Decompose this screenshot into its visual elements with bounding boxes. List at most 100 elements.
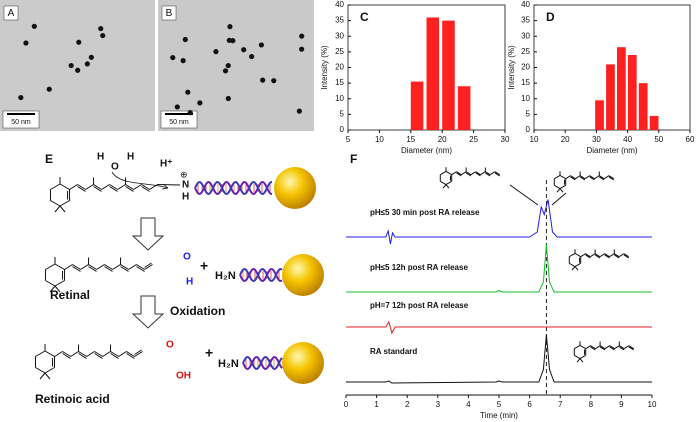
bond — [494, 172, 500, 177]
y-tick-label: 10 — [521, 94, 530, 103]
bond — [133, 184, 142, 190]
bond — [614, 345, 620, 350]
bond — [72, 264, 81, 270]
bond — [569, 252, 576, 258]
curved-arrow — [111, 171, 169, 189]
y-tick-label: 30 — [335, 31, 344, 40]
scale-box — [160, 110, 198, 129]
bond — [118, 351, 127, 357]
x-tick-label: 9 — [619, 400, 624, 409]
x-tick-label: 7 — [558, 400, 563, 409]
bond — [54, 351, 63, 357]
bond — [599, 345, 606, 350]
trace — [346, 320, 652, 335]
particle — [180, 58, 186, 64]
x-tick-label: 6 — [527, 400, 532, 409]
bond — [574, 252, 581, 258]
bond — [575, 175, 581, 180]
bond — [480, 171, 486, 176]
bond — [78, 351, 87, 357]
amine: H₂N — [218, 358, 239, 370]
bond — [461, 171, 467, 176]
bond — [110, 353, 119, 359]
bond — [569, 262, 576, 268]
bond — [451, 171, 457, 176]
particle — [249, 53, 255, 60]
bond — [628, 345, 634, 350]
bond — [604, 253, 610, 258]
dna-strand — [194, 181, 272, 195]
bond — [88, 266, 97, 272]
particle — [170, 54, 176, 61]
particle — [75, 67, 81, 73]
bond — [554, 174, 561, 180]
bond — [134, 351, 143, 357]
label-box — [161, 5, 177, 21]
particle — [68, 62, 74, 69]
bond — [445, 184, 450, 189]
y-tick-label: 15 — [335, 78, 344, 87]
bond — [85, 184, 94, 190]
particle — [18, 94, 24, 101]
bond — [126, 351, 135, 357]
plus: + — [200, 258, 208, 274]
bond — [590, 346, 596, 351]
y-tick-label: 0 — [526, 125, 531, 134]
atom: N — [182, 180, 189, 191]
x-tick-label: 2 — [405, 400, 410, 409]
x-axis-label: Time (min) — [480, 411, 518, 420]
particle — [31, 23, 37, 29]
y-tick-label: 30 — [521, 31, 530, 40]
bond — [101, 184, 110, 190]
particle — [187, 110, 193, 116]
bond — [80, 264, 89, 270]
bar — [606, 64, 615, 130]
trace-label: RA standard — [370, 347, 417, 356]
trace — [346, 199, 652, 245]
reaction-label: Oxidation — [170, 304, 225, 318]
bond — [72, 266, 81, 272]
bond — [554, 184, 561, 190]
bond — [465, 171, 472, 176]
bond — [599, 176, 605, 181]
bond — [88, 264, 97, 270]
scale-box — [2, 110, 40, 129]
particle — [225, 95, 231, 102]
x-tick-label: 1 — [374, 400, 379, 409]
y-tick-label: 25 — [335, 47, 344, 56]
bond — [120, 264, 129, 270]
x-tick-label: 60 — [686, 135, 695, 144]
bond — [126, 353, 135, 359]
y-axis-label: Intensity (%) — [507, 45, 516, 90]
particle — [100, 32, 106, 39]
bond — [134, 349, 142, 355]
arrow-down — [131, 295, 165, 329]
x-tick-label: 10 — [530, 135, 539, 144]
bond — [45, 263, 56, 270]
bond — [93, 186, 102, 192]
bond — [585, 254, 591, 259]
bond — [574, 344, 581, 350]
tem-image-b — [158, 0, 314, 131]
bond — [64, 264, 73, 270]
y-tick-label: 0 — [340, 125, 345, 134]
bond — [54, 285, 61, 293]
y-tick-label: 35 — [521, 16, 530, 25]
bond — [579, 358, 584, 363]
bond — [594, 254, 601, 259]
atom: H⁺ — [160, 159, 173, 170]
bond — [608, 176, 614, 181]
particle — [296, 108, 302, 114]
trace-label: pH≤5 12h post RA release — [370, 263, 468, 272]
bond — [35, 350, 46, 357]
bond — [59, 200, 70, 207]
panel-label: D — [546, 10, 555, 24]
bond — [109, 186, 118, 192]
panel-label: E — [45, 152, 53, 166]
bond — [489, 171, 496, 176]
x-tick-label: 30 — [592, 135, 601, 144]
gold-nanoparticle — [274, 167, 316, 209]
bond — [623, 254, 629, 259]
bond — [141, 184, 150, 190]
bond — [608, 175, 614, 180]
